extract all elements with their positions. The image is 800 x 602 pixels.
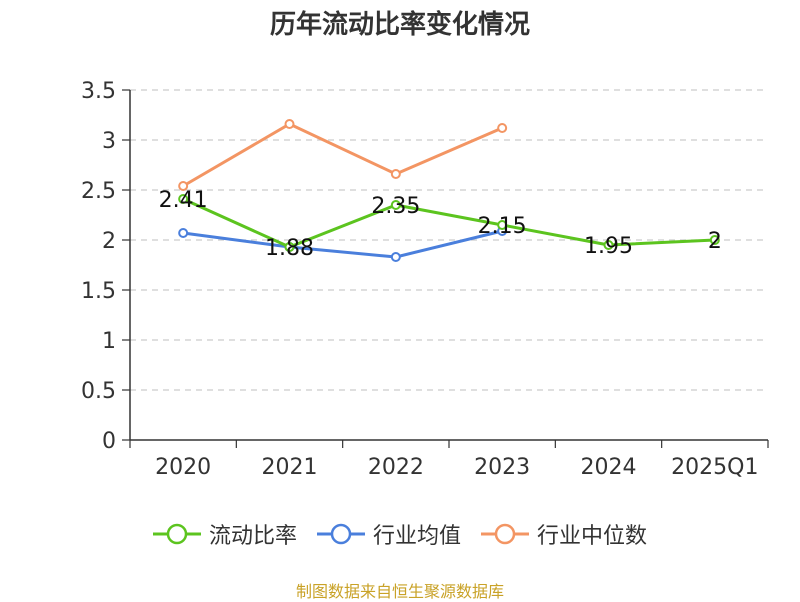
y-tick-label: 2.5 bbox=[81, 179, 116, 204]
legend-circle bbox=[166, 523, 188, 545]
series-line bbox=[182, 197, 715, 249]
data-point bbox=[390, 252, 401, 262]
legend-item[interactable]: 行业中位数 bbox=[481, 518, 647, 550]
data-point bbox=[497, 123, 508, 133]
data-label: 1.88 bbox=[265, 236, 314, 261]
data-point bbox=[390, 169, 401, 179]
x-tick-label: 2025Q1 bbox=[671, 455, 758, 480]
series-lines bbox=[178, 119, 720, 262]
legend-circle bbox=[330, 523, 352, 545]
x-tick-label: 2023 bbox=[474, 455, 530, 480]
y-tick-label: 0.5 bbox=[81, 379, 116, 404]
chart-title: 历年流动比率变化情况 bbox=[269, 10, 530, 40]
x-tick-label: 2021 bbox=[262, 455, 318, 480]
legend-item[interactable]: 行业均值 bbox=[316, 518, 461, 550]
data-point bbox=[603, 240, 614, 250]
x-tick-label: 2022 bbox=[368, 455, 424, 480]
grid-lines bbox=[130, 89, 768, 391]
y-tick-label: 3 bbox=[102, 129, 116, 154]
source-note: 制图数据来自恒生聚源数据库 bbox=[295, 582, 504, 601]
data-point bbox=[178, 181, 189, 191]
y-tick-label: 1 bbox=[102, 329, 116, 354]
data-point bbox=[178, 194, 189, 204]
x-tick-label: 2024 bbox=[581, 455, 637, 480]
data-label: 1.95 bbox=[584, 234, 633, 259]
legend-circle bbox=[494, 523, 516, 545]
legend-marker bbox=[152, 523, 201, 545]
data-point bbox=[497, 220, 508, 230]
legend-item[interactable]: 流动比率 bbox=[152, 518, 297, 550]
legend-label: 行业均值 bbox=[372, 524, 461, 549]
data-point bbox=[178, 228, 189, 238]
data-point bbox=[284, 119, 295, 129]
legend-marker bbox=[316, 523, 365, 545]
y-tick-label: 2 bbox=[102, 229, 116, 254]
x-tick-label: 2020 bbox=[155, 455, 211, 480]
data-label: 2.15 bbox=[478, 214, 527, 239]
data-label: 2.35 bbox=[371, 194, 420, 219]
legend-label: 流动比率 bbox=[208, 524, 297, 549]
data-labels: 2.41 1.88 2.35 2.15 1.95 2 bbox=[159, 188, 722, 261]
data-point bbox=[709, 235, 720, 245]
axes: 0 0.5 1 1.5 2 2.5 3 3.5 2020 2021 2022 2023 2024 2025… bbox=[81, 79, 769, 480]
legend-label: 行业中位数 bbox=[537, 524, 648, 549]
data-point bbox=[390, 200, 401, 210]
series-line bbox=[182, 229, 503, 259]
series-line bbox=[182, 122, 503, 188]
legend: 流动比率 行业均值 行业中位数 bbox=[0, 518, 800, 550]
data-label: 2.41 bbox=[159, 188, 208, 213]
legend-marker bbox=[481, 523, 529, 545]
data-point bbox=[284, 242, 295, 252]
y-tick-label: 1.5 bbox=[81, 279, 116, 304]
y-tick-label: 0 bbox=[102, 429, 116, 454]
y-tick-label: 3.5 bbox=[81, 79, 116, 104]
data-label: 2 bbox=[708, 229, 722, 254]
